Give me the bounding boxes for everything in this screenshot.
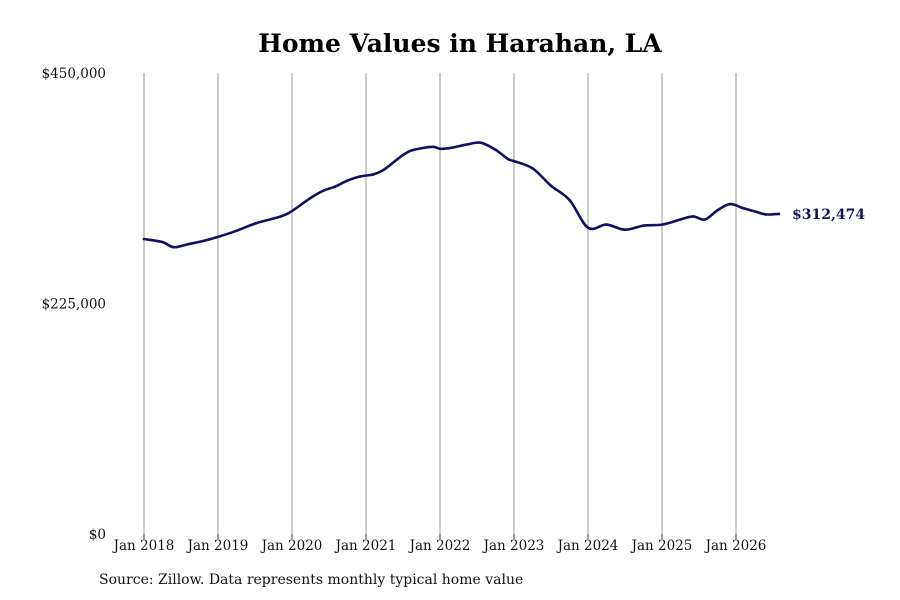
series-layer: $312,474	[142, 141, 865, 249]
data-point	[253, 222, 257, 225]
data-point	[742, 206, 745, 210]
y-tick-label: $225,000	[42, 297, 106, 313]
data-point	[703, 218, 707, 221]
data-point	[642, 224, 645, 227]
chart-title: Home Values in Harahan, LA	[258, 29, 662, 58]
x-tick-label: Jan 2025	[630, 538, 693, 554]
data-point	[586, 226, 590, 229]
data-point	[161, 240, 164, 244]
data-point	[605, 223, 608, 226]
data-point	[235, 229, 238, 233]
x-tick-label: Jan 2022	[408, 538, 471, 554]
data-point	[383, 168, 386, 171]
data-point	[549, 184, 553, 187]
vertical-gridlines	[143, 73, 737, 534]
data-point	[309, 196, 312, 200]
data-point	[287, 212, 290, 215]
data-point	[506, 157, 510, 161]
data-point	[531, 167, 534, 170]
y-axis-tick-labels: $0 $225,000 $450,000	[42, 66, 106, 543]
data-point	[372, 173, 375, 176]
data-point	[494, 148, 497, 152]
y-tick-label: $450,000	[42, 66, 106, 82]
x-tick-label: Jan 2021	[334, 538, 397, 554]
data-point	[201, 239, 205, 243]
x-tick-label: Jan 2020	[260, 538, 323, 554]
data-point	[728, 202, 732, 206]
series-line	[142, 141, 781, 249]
data-point	[333, 185, 337, 188]
data-point	[449, 146, 453, 150]
x-tick-label: Jan 2019	[186, 538, 249, 554]
x-axis-tick-labels: Jan 2018 Jan 2019 Jan 2020 Jan 2021 Jan 2022…	[112, 534, 767, 554]
data-point	[321, 189, 325, 193]
data-point	[777, 212, 781, 216]
x-tick-label: Jan 2026	[704, 538, 767, 554]
data-point	[438, 147, 442, 151]
source-note: Source: Zillow. Data represents monthly …	[99, 572, 524, 588]
data-point	[358, 175, 362, 178]
data-point	[716, 209, 719, 212]
data-point	[512, 159, 516, 163]
data-point	[764, 213, 767, 216]
end-value-label: $312,474	[792, 207, 865, 223]
data-point	[623, 228, 627, 231]
x-tick-label: Jan 2023	[482, 538, 545, 554]
data-point	[216, 235, 220, 239]
data-point	[346, 179, 349, 182]
x-tick-label: Jan 2018	[112, 538, 175, 554]
data-point	[679, 218, 682, 221]
data-point	[142, 237, 146, 241]
data-point	[187, 242, 190, 246]
data-point	[431, 145, 434, 149]
data-point	[412, 148, 416, 152]
data-point	[691, 215, 695, 218]
data-point	[660, 223, 664, 226]
data-point	[464, 143, 468, 146]
data-point	[479, 141, 483, 144]
x-tick-label: Jan 2024	[556, 538, 619, 554]
data-point	[172, 245, 175, 249]
data-point	[401, 153, 405, 157]
data-point	[272, 217, 275, 220]
data-point	[753, 210, 756, 213]
data-point	[568, 198, 571, 202]
y-tick-label: $0	[89, 527, 106, 543]
